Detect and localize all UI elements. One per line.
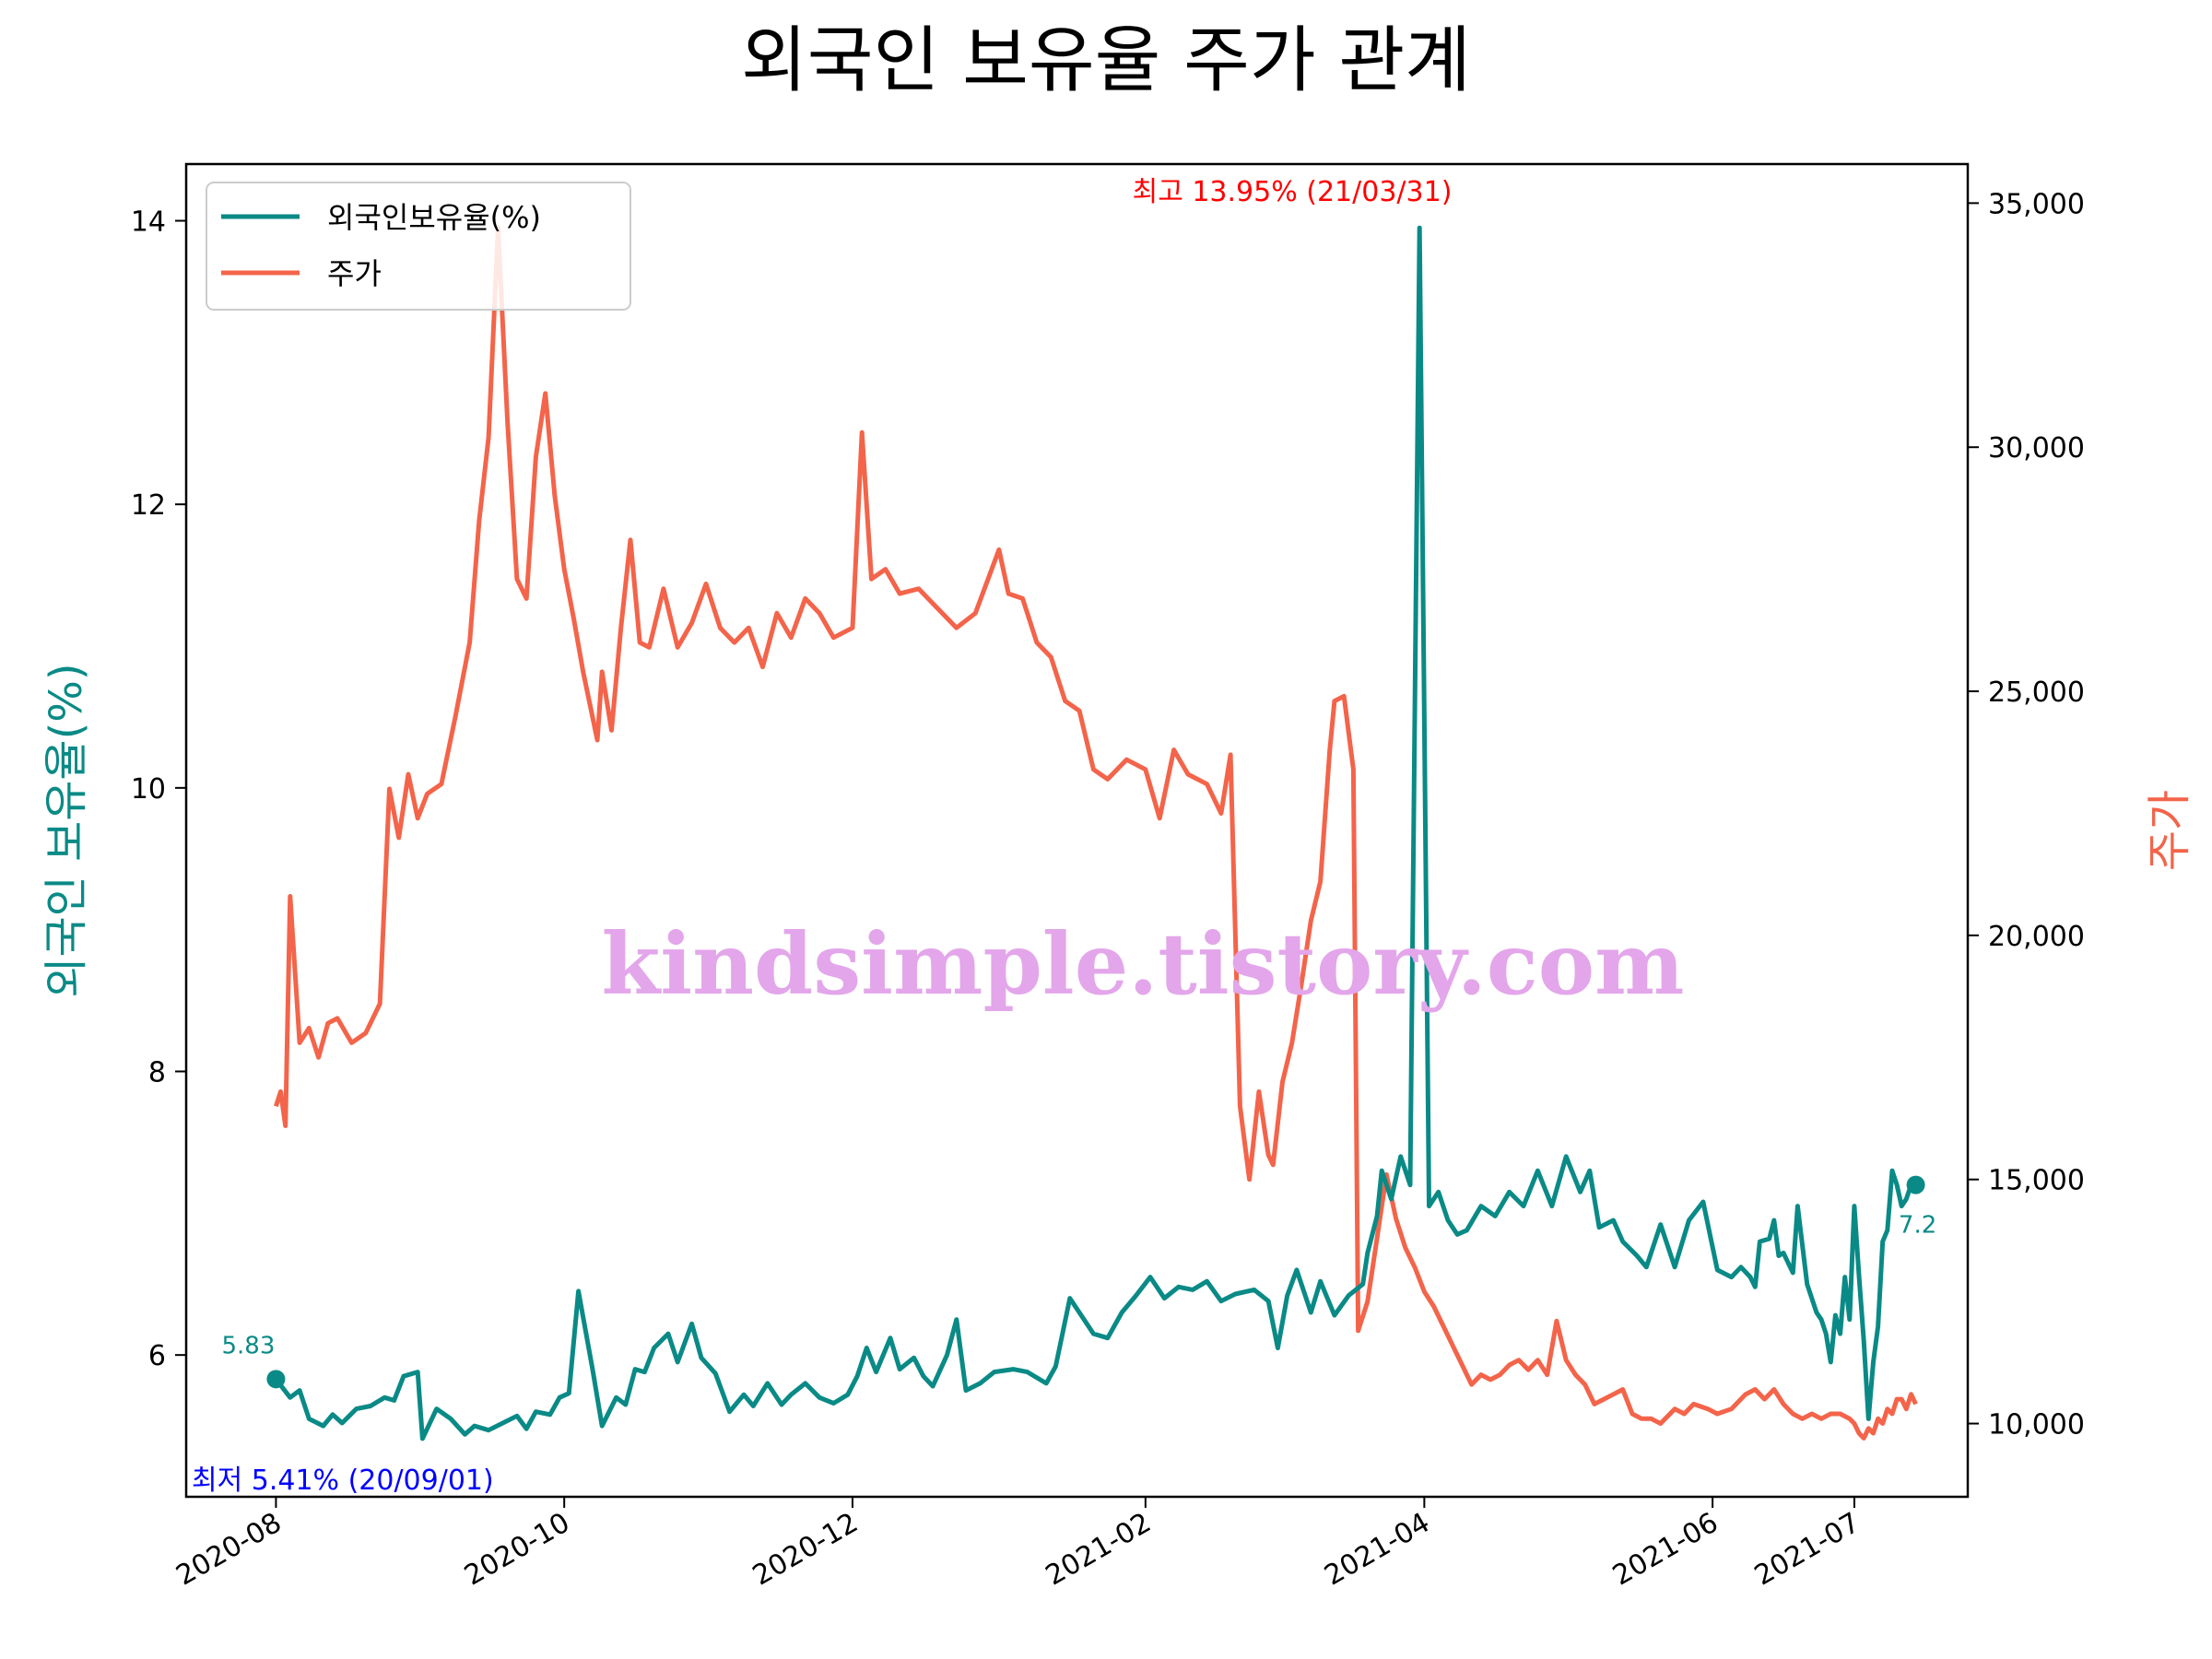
end-value-label: 7.2 (1899, 1212, 1936, 1240)
series-line-stock-price (274, 225, 1918, 1441)
y-axis-right-label: 주가 (2144, 790, 2195, 871)
annotations-layer: 5.83 7.2 최고 13.95% (21/03/31) 최저 5.41% (20/… (192, 176, 1936, 1497)
start-point-marker (266, 1370, 286, 1389)
legend-label-stock-price: 주가 (327, 256, 382, 291)
watermark-text: kindsimple.tistory.com (601, 914, 1684, 1014)
y-right-tick-label: 35,000 (1988, 188, 2085, 220)
y-right-tick-label: 20,000 (1988, 921, 2085, 953)
legend-label-foreign-ownership: 외국인보유율(%) (327, 200, 541, 235)
y-right-tick-label: 25,000 (1988, 677, 2085, 709)
y-right-tick-label: 10,000 (1988, 1409, 2085, 1441)
y-right-tick-label: 15,000 (1988, 1165, 2085, 1197)
chart-title: 외국인 보유율 주가 관계 (741, 19, 1471, 102)
y-left-tick-label: 8 (148, 1057, 166, 1089)
y-left-tick-label: 12 (131, 489, 166, 522)
y-left-tick-label: 10 (131, 773, 166, 806)
min-annotation: 최저 5.41% (20/09/01) (192, 1465, 494, 1497)
y-left-tick-label: 6 (148, 1340, 166, 1372)
max-annotation: 최고 13.95% (21/03/31) (1133, 176, 1453, 208)
legend: 외국인보유율(%) 주가 (206, 182, 631, 311)
y-right-tick-label: 30,000 (1988, 432, 2085, 465)
end-point-marker (1906, 1175, 1925, 1194)
y-axis-left-label: 외국인 보유율(%) (41, 663, 92, 997)
watermark-layer: kindsimple.tistory.com (601, 914, 1684, 1014)
series-line-foreign-ownership (274, 225, 1918, 1441)
y-left-tick-label: 14 (131, 206, 166, 239)
legend-box (206, 182, 631, 311)
start-value-label: 5.83 (221, 1332, 275, 1359)
plot-area (274, 225, 1918, 1441)
plot-frame (184, 162, 1970, 1499)
